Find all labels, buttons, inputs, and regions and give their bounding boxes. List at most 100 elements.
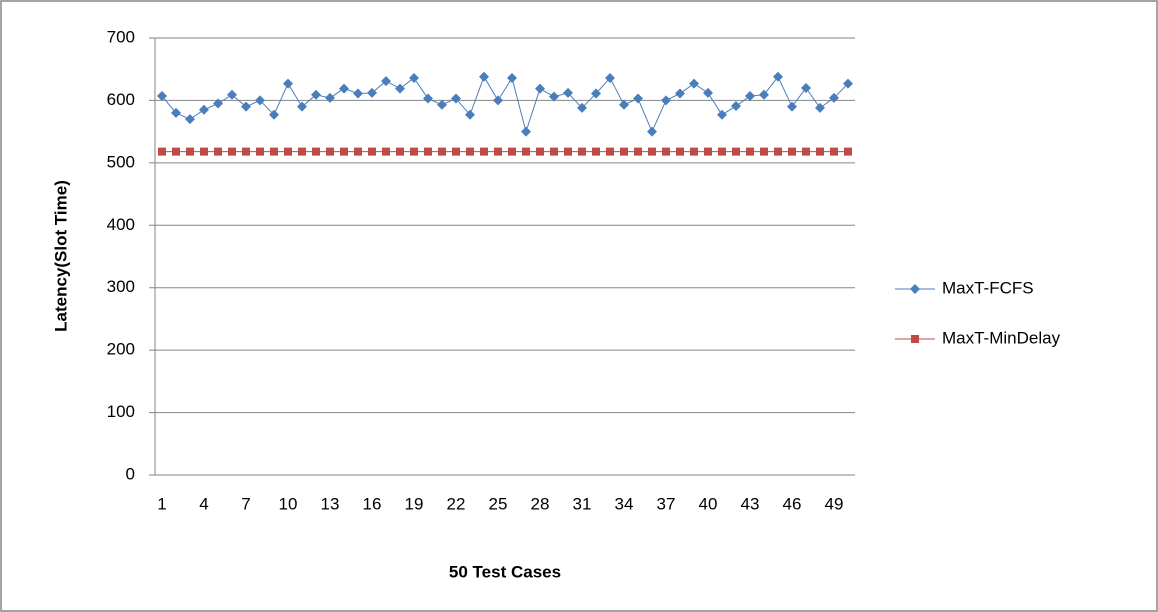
data-point (438, 147, 446, 156)
data-point (760, 147, 768, 156)
data-point (662, 147, 670, 156)
data-point (536, 147, 544, 156)
x-axis-title: 50 Test Cases (449, 562, 561, 581)
data-point (200, 147, 208, 156)
data-point (381, 76, 391, 87)
x-tick-label: 7 (241, 494, 250, 513)
data-point (745, 91, 755, 102)
data-point (185, 114, 195, 125)
data-point (312, 147, 320, 156)
data-point (690, 147, 698, 156)
y-tick-label: 400 (107, 215, 135, 234)
data-point (816, 147, 824, 156)
data-point (157, 91, 167, 102)
data-point (241, 101, 251, 112)
data-point (620, 147, 628, 156)
y-tick-label: 600 (107, 90, 135, 109)
data-point (395, 83, 405, 94)
data-point (564, 147, 572, 156)
data-point (466, 147, 474, 156)
data-point (661, 95, 671, 106)
data-point (521, 126, 531, 137)
y-tick-label: 100 (107, 402, 135, 421)
data-point (844, 147, 852, 156)
data-point (465, 109, 475, 120)
data-point (647, 126, 657, 137)
data-point (773, 71, 783, 82)
data-point (172, 147, 180, 156)
data-point (493, 95, 503, 106)
data-point (619, 99, 629, 110)
data-point (522, 147, 530, 156)
y-tick-label: 200 (107, 340, 135, 359)
data-point (801, 82, 811, 93)
data-point (284, 147, 292, 156)
x-tick-label: 25 (489, 494, 508, 513)
data-point (423, 93, 433, 104)
data-point (451, 93, 461, 104)
data-point (199, 104, 209, 115)
y-tick-label: 300 (107, 277, 135, 296)
data-point (410, 147, 418, 156)
data-point (605, 72, 615, 83)
x-tick-label: 40 (699, 494, 718, 513)
data-point (382, 147, 390, 156)
x-tick-label: 34 (615, 494, 634, 513)
data-point (171, 107, 181, 118)
legend-marker (910, 284, 920, 294)
data-point (213, 98, 223, 109)
data-point (774, 147, 782, 156)
data-point (353, 88, 363, 99)
data-point (788, 147, 796, 156)
y-tick-label: 700 (107, 27, 135, 46)
data-point (717, 109, 727, 120)
data-point (437, 99, 447, 110)
data-point (354, 147, 362, 156)
data-point (158, 147, 166, 156)
data-point (368, 147, 376, 156)
data-point (270, 147, 278, 156)
data-point (676, 147, 684, 156)
data-point (815, 102, 825, 113)
x-tick-label: 10 (279, 494, 298, 513)
data-point (802, 147, 810, 156)
data-point (479, 71, 489, 82)
x-tick-label: 1 (157, 494, 166, 513)
data-point (242, 147, 250, 156)
data-point (452, 147, 460, 156)
data-point (592, 147, 600, 156)
data-point (283, 78, 293, 89)
x-tick-label: 28 (531, 494, 550, 513)
x-tick-label: 49 (825, 494, 844, 513)
data-point (746, 147, 754, 156)
legend-label: MaxT-FCFS (942, 278, 1034, 297)
data-point (787, 101, 797, 112)
data-point (297, 101, 307, 112)
data-point (325, 92, 335, 103)
data-point (843, 78, 853, 89)
data-point (689, 78, 699, 89)
data-point (326, 147, 334, 156)
data-point (732, 147, 740, 156)
x-tick-label: 43 (741, 494, 760, 513)
data-point (424, 147, 432, 156)
data-point (591, 88, 601, 99)
x-tick-label: 31 (573, 494, 592, 513)
data-point (311, 89, 321, 100)
data-point (633, 93, 643, 104)
y-axis-title: Latency(Slot Time) (51, 180, 70, 332)
data-point (648, 147, 656, 156)
data-point (577, 102, 587, 113)
data-point (339, 83, 349, 94)
data-point (367, 87, 377, 98)
y-tick-label: 500 (107, 152, 135, 171)
legend-label: MaxT-MinDelay (942, 328, 1061, 347)
data-point (829, 92, 839, 103)
data-point (550, 147, 558, 156)
data-point (186, 147, 194, 156)
data-point (731, 101, 741, 112)
data-point (578, 147, 586, 156)
data-point (535, 83, 545, 94)
data-point (675, 88, 685, 99)
